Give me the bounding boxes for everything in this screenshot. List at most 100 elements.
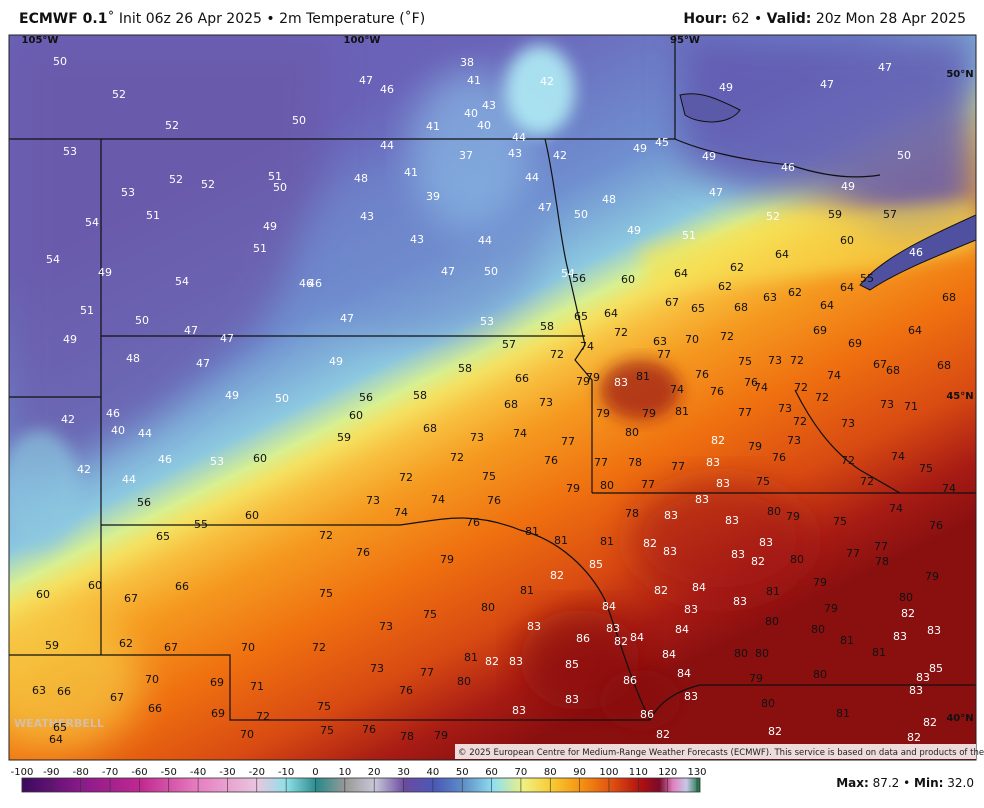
station-value: 82 <box>614 635 628 648</box>
station-value: 80 <box>790 553 804 566</box>
station-value: 68 <box>886 364 900 377</box>
station-value: 83 <box>759 536 773 549</box>
station-value: 44 <box>138 427 152 440</box>
station-value: 49 <box>98 266 112 279</box>
station-value: 83 <box>606 622 620 635</box>
station-value: 41 <box>404 166 418 179</box>
station-value: 72 <box>841 454 855 467</box>
station-value: 78 <box>628 456 642 469</box>
station-value: 81 <box>554 534 568 547</box>
station-value: 72 <box>790 354 804 367</box>
station-value: 50 <box>484 265 498 278</box>
station-value: 39 <box>426 190 440 203</box>
station-value: 72 <box>319 529 333 542</box>
station-value: 79 <box>434 729 448 742</box>
station-value: 77 <box>657 348 671 361</box>
station-value: 54 <box>175 275 189 288</box>
colorbar-tick-label: -30 <box>219 767 235 778</box>
colorbar-tick-label: -10 <box>278 767 294 778</box>
colorbar-tick-label: 120 <box>658 767 677 778</box>
colorbar-tick-label: -90 <box>43 767 59 778</box>
station-value: 70 <box>241 641 255 654</box>
station-value: 68 <box>423 422 437 435</box>
station-value: 83 <box>909 684 923 697</box>
station-value: 75 <box>482 470 496 483</box>
station-value: 80 <box>811 623 825 636</box>
colorbar-tick-label: -80 <box>73 767 89 778</box>
station-value: 53 <box>210 455 224 468</box>
station-value: 84 <box>677 667 691 680</box>
station-value: 51 <box>146 209 160 222</box>
station-value: 77 <box>420 666 434 679</box>
station-value: 76 <box>544 454 558 467</box>
station-value: 79 <box>642 407 656 420</box>
station-value: 48 <box>126 352 140 365</box>
station-value: 58 <box>458 362 472 375</box>
station-value: 68 <box>734 301 748 314</box>
station-value: 72 <box>860 475 874 488</box>
colorbar <box>21 777 701 793</box>
station-value: 79 <box>748 440 762 453</box>
station-value: 64 <box>908 324 922 337</box>
station-value: 64 <box>49 733 63 746</box>
station-value: 59 <box>828 208 842 221</box>
colorbar-tick-label: 0 <box>312 767 318 778</box>
station-value: 60 <box>621 273 635 286</box>
station-value: 79 <box>440 553 454 566</box>
station-value: 60 <box>349 409 363 422</box>
station-value: 50 <box>53 55 67 68</box>
station-value: 64 <box>604 307 618 320</box>
colorbar-tick-label: -70 <box>102 767 118 778</box>
station-value: 40 <box>477 119 491 132</box>
station-value: 72 <box>399 471 413 484</box>
station-value: 44 <box>380 139 394 152</box>
station-value: 83 <box>731 548 745 561</box>
station-value: 58 <box>413 389 427 402</box>
station-value: 82 <box>485 655 499 668</box>
station-value: 72 <box>815 391 829 404</box>
graticule-labels: 105°W 100°W 95°W 50°N 45°N 40°N <box>22 35 974 724</box>
station-value: 52 <box>169 173 183 186</box>
station-value: 79 <box>749 672 763 685</box>
station-value: 83 <box>684 690 698 703</box>
station-value: 46 <box>308 277 322 290</box>
station-value: 50 <box>273 181 287 194</box>
station-value: 83 <box>716 477 730 490</box>
station-value: 76 <box>744 376 758 389</box>
station-value: 83 <box>509 655 523 668</box>
station-value: 52 <box>766 210 780 223</box>
station-value: 47 <box>340 312 354 325</box>
station-value: 50 <box>292 114 306 127</box>
station-value: 79 <box>586 371 600 384</box>
station-value: 82 <box>751 555 765 568</box>
station-value: 83 <box>725 514 739 527</box>
station-value: 76 <box>695 368 709 381</box>
station-value: 51 <box>682 229 696 242</box>
station-value: 46 <box>380 83 394 96</box>
colorbar-tick-label: -20 <box>249 767 265 778</box>
station-value: 47 <box>184 324 198 337</box>
station-value: 38 <box>460 56 474 69</box>
station-value: 44 <box>512 131 526 144</box>
colorbar-tick-label: 50 <box>456 767 469 778</box>
station-value: 70 <box>240 728 254 741</box>
station-value: 82 <box>656 728 670 741</box>
separator: • <box>753 11 763 27</box>
title: ECMWF 0.1˚ Init 06z 26 Apr 2025 • 2m Tem… <box>19 11 425 27</box>
station-value: 86 <box>623 674 637 687</box>
hour: 62 <box>731 11 750 27</box>
station-value: 64 <box>674 267 688 280</box>
station-value: 67 <box>873 358 887 371</box>
station-value: 76 <box>772 451 786 464</box>
station-value: 54 <box>561 267 575 280</box>
station-value: 71 <box>904 400 918 413</box>
colorbar-tick-label: 20 <box>368 767 381 778</box>
station-value: 80 <box>734 647 748 660</box>
station-value: 79 <box>925 570 939 583</box>
station-value: 68 <box>504 398 518 411</box>
station-value: 76 <box>362 723 376 736</box>
station-value: 74 <box>513 427 527 440</box>
station-value: 74 <box>754 381 768 394</box>
station-value: 79 <box>596 407 610 420</box>
station-value: 75 <box>317 700 331 713</box>
